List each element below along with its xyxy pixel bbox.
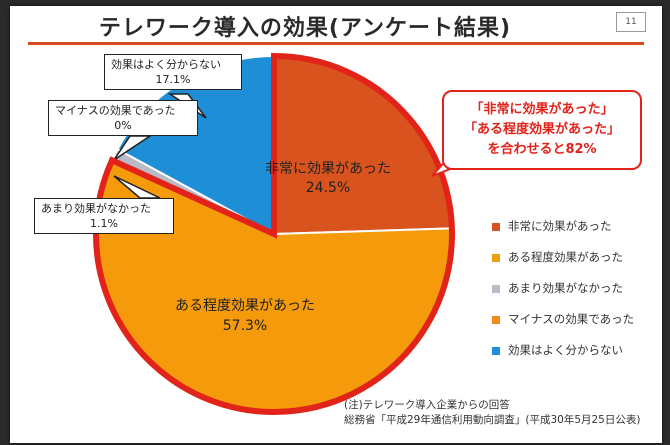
legend-item-negative: マイナスの効果であった bbox=[492, 311, 662, 333]
slice-value-very-effective: 24.5% bbox=[306, 180, 350, 196]
legend-item-very-effective: 非常に効果があった bbox=[492, 218, 662, 240]
highlight-outline bbox=[93, 52, 455, 415]
callout-not-much-label: あまり効果がなかった bbox=[41, 202, 151, 215]
highlight-line-1: 「非常に効果があった」 bbox=[470, 102, 614, 117]
callout-negative-label: マイナスの効果であった bbox=[55, 104, 176, 117]
legend-item-not-much: あまり効果がなかった bbox=[492, 280, 662, 302]
callout-negative-tail bbox=[113, 135, 153, 161]
pie-slices bbox=[95, 54, 453, 413]
source-line-1: (注)テレワーク導入企業からの回答 bbox=[344, 399, 510, 411]
legend-label: ある程度効果があった bbox=[508, 250, 623, 264]
legend-swatch bbox=[492, 316, 500, 324]
legend-label: 非常に効果があった bbox=[508, 219, 612, 233]
slice-value-somewhat-effective: 57.3% bbox=[223, 318, 267, 334]
title-underline bbox=[28, 42, 644, 45]
highlight-line-2: 「ある程度効果があった」 bbox=[463, 122, 620, 137]
legend-item-unknown: 効果はよく分からない bbox=[492, 342, 662, 364]
legend-label: マイナスの効果であった bbox=[508, 312, 635, 326]
slide: テレワーク導入の効果(アンケート結果) 11 非常に効果があった 24.5% あ… bbox=[10, 6, 662, 443]
highlight-line-3: を合わせると82% bbox=[487, 142, 597, 157]
source-note: (注)テレワーク導入企業からの回答 総務省「平成29年通信利用動向調査」(平成3… bbox=[344, 398, 640, 428]
callout-negative-value: 0% bbox=[114, 119, 132, 132]
legend-item-somewhat-effective: ある程度効果があった bbox=[492, 249, 662, 271]
slice-label-very-effective: 非常に効果があった bbox=[265, 161, 391, 177]
legend: 非常に効果があった ある程度効果があった あまり効果がなかった マイナスの効果で… bbox=[492, 218, 662, 373]
callout-unknown-label: 効果はよく分からない bbox=[111, 58, 221, 71]
callout-not-much: あまり効果がなかった 1.1% bbox=[34, 198, 174, 234]
highlight-callout: 「非常に効果があった」 「ある程度効果があった」 を合わせると82% bbox=[442, 90, 642, 170]
callout-negative: マイナスの効果であった 0% bbox=[48, 100, 198, 136]
legend-label: 効果はよく分からない bbox=[508, 343, 623, 357]
slide-title: テレワーク導入の効果(アンケート結果) bbox=[98, 16, 512, 41]
legend-swatch bbox=[492, 254, 500, 262]
callout-unknown: 効果はよく分からない 17.1% bbox=[104, 54, 242, 90]
slice-label-somewhat-effective: ある程度効果があった bbox=[175, 298, 315, 314]
pie-chart: 非常に効果があった 24.5% ある程度効果があった 57.3% bbox=[93, 52, 460, 415]
legend-swatch bbox=[492, 347, 500, 355]
page-number: 11 bbox=[616, 12, 646, 32]
source-line-2: 総務省「平成29年通信利用動向調査」(平成30年5月25日公表) bbox=[344, 414, 641, 426]
highlight-outline-path bbox=[93, 52, 455, 415]
legend-swatch bbox=[492, 285, 500, 293]
callout-unknown-value: 17.1% bbox=[155, 73, 191, 86]
callout-not-much-value: 1.1% bbox=[90, 217, 118, 230]
legend-swatch bbox=[492, 223, 500, 231]
legend-label: あまり効果がなかった bbox=[508, 281, 623, 295]
